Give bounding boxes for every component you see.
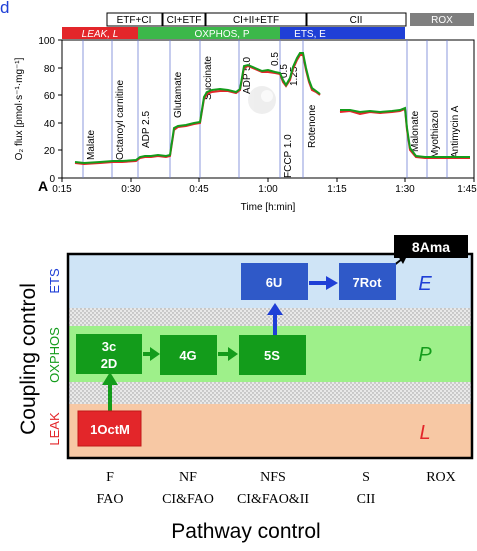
y-tick-label: 0 xyxy=(49,174,55,185)
state-bar-ets xyxy=(280,27,405,39)
arrow-head-right-green xyxy=(228,347,238,361)
substrate-box-ci-etf xyxy=(162,12,206,27)
y-tick-label: 80 xyxy=(44,64,56,75)
arrow-head-up-blue xyxy=(267,303,283,315)
y-tick-label: 60 xyxy=(44,91,56,102)
y-tick-label: 100 xyxy=(38,36,55,47)
node-label-5s: 5S xyxy=(264,348,280,363)
pathway-labels: F NF NFS S ROX FAO CI&FAO CI&FAO&II CII xyxy=(97,470,456,507)
node-label-1octm: 1OctM xyxy=(90,422,130,437)
node-3c-2d: 3c 2D xyxy=(76,334,142,374)
state-label-leak: LEAK, L xyxy=(82,29,119,40)
event-label: Malate xyxy=(86,130,97,160)
state-row: LEAK, L OXPHOS, P ETS, E xyxy=(62,27,405,40)
event-lines xyxy=(82,40,448,178)
event-label: 0.5 xyxy=(270,52,281,66)
substrate-box-etf-ci xyxy=(106,12,163,27)
x-axis-label: Time [h:min] xyxy=(241,202,296,213)
event-label: Succinate xyxy=(203,56,214,100)
node-label-7rot: 7Rot xyxy=(353,275,383,290)
band-symbol-p: P xyxy=(418,344,432,366)
x-tick-label: 1:00 xyxy=(258,184,278,195)
band-dotted-1 xyxy=(68,308,472,326)
x-tick-label: 0:30 xyxy=(121,184,141,195)
pathway-top-rox: ROX xyxy=(426,470,456,485)
substrate-label-ci-ii-etf: CI+II+ETF xyxy=(233,15,279,26)
event-label: 0.5 xyxy=(279,64,290,78)
node-8ama: 8Ama xyxy=(394,235,468,258)
panel-letter-A: A xyxy=(38,178,48,194)
trace-green xyxy=(74,52,321,165)
state-bar-oxphos xyxy=(138,27,280,39)
node-label-4g: 4G xyxy=(179,348,196,363)
arrow-head-right-green xyxy=(150,347,160,361)
coupling-control-label: Coupling control xyxy=(17,283,40,435)
pathway-bottom-ci-fao: CI&FAO xyxy=(162,492,214,507)
node-6u: 6U xyxy=(241,263,308,300)
node-label-2d: 2D xyxy=(101,356,118,371)
event-label: ADP 2.5 xyxy=(141,111,152,148)
panel-letter-d: d xyxy=(0,0,9,17)
substrate-label-etf-ci: ETF+CI xyxy=(117,15,152,26)
band-symbol-e: E xyxy=(418,273,432,295)
x-tick-label: 0:45 xyxy=(189,184,209,195)
substrate-label-ci-etf: CI+ETF xyxy=(167,15,202,26)
substrate-box-ci-ii-etf xyxy=(205,12,307,27)
event-label: FCCP 1.0 xyxy=(283,134,294,178)
y-tick-label: 40 xyxy=(44,119,56,130)
substrate-label-cii: CII xyxy=(350,15,363,26)
event-label: Glutamate xyxy=(173,71,184,118)
node-label-6u: 6U xyxy=(266,275,283,290)
event-label: Myothiazol xyxy=(430,110,441,158)
substrate-box-cii xyxy=(306,12,407,27)
event-label: Malonate xyxy=(410,110,421,152)
event-label: ADP 5.0 xyxy=(242,57,253,94)
pathway-bottom-fao: FAO xyxy=(97,492,124,507)
state-label-oxphos: OXPHOS, P xyxy=(194,29,249,40)
event-label: Octanoyl carnitine xyxy=(115,80,126,160)
trace-green-late xyxy=(340,106,470,158)
arrow-head-up-green xyxy=(102,372,118,385)
band-label-oxphos: OXPHOS xyxy=(47,327,62,383)
band-dotted-2 xyxy=(68,382,472,404)
band-label-leak: LEAK xyxy=(47,412,62,446)
node-label-3c: 3c xyxy=(102,339,116,354)
band-label-ets: ETS xyxy=(47,268,62,294)
node-4g: 4G xyxy=(160,335,217,375)
x-tick-label: 1:15 xyxy=(327,184,347,195)
node-7rot: 7Rot xyxy=(339,263,396,300)
node-5s: 5S xyxy=(239,335,306,375)
substrate-label-rox: ROX xyxy=(431,15,453,26)
event-labels: Malate Octanoyl carnitine ADP 2.5 Glutam… xyxy=(86,52,461,178)
pathway-control-label: Pathway control xyxy=(171,520,320,543)
y-tick-label: 20 xyxy=(44,146,56,157)
watermark-logo xyxy=(248,86,276,114)
band-symbol-l: L xyxy=(419,422,430,444)
pathway-top-nf: NF xyxy=(179,470,197,485)
y-axis-label: O₂ flux [pmol·s⁻¹·mg⁻¹] xyxy=(14,57,25,160)
y-axis: 0 20 40 60 80 100 O₂ flux [pmol·s⁻¹·mg⁻¹… xyxy=(14,36,62,185)
pathway-top-f: F xyxy=(106,470,114,485)
substrate-box-rox xyxy=(410,13,474,26)
pathway-top-s: S xyxy=(362,470,370,485)
state-label-ets: ETS, E xyxy=(294,29,326,40)
substrate-row: ETF+CI CI+ETF CI+II+ETF CII ROX xyxy=(106,12,474,27)
arrow-head-right-blue xyxy=(326,276,338,290)
event-label: Antimycin A xyxy=(450,105,461,158)
event-label: Rotenone xyxy=(307,104,318,148)
diagram-frame xyxy=(66,252,474,460)
x-tick-label: 0:15 xyxy=(52,184,72,195)
x-axis: 0:15 0:30 0:45 1:00 1:15 1:30 1:45 Time … xyxy=(52,178,477,213)
pathway-top-nfs: NFS xyxy=(260,470,286,485)
pathway-bottom-cii: CII xyxy=(357,492,376,507)
node-label-8ama: 8Ama xyxy=(412,239,450,255)
state-bar-leak xyxy=(62,27,138,39)
pathway-bottom-ci-fao-ii: CI&FAO&II xyxy=(237,492,309,507)
x-tick-label: 1:45 xyxy=(457,184,477,195)
event-label: 1.25 xyxy=(289,66,300,86)
node-1octm: 1OctM xyxy=(77,410,142,447)
x-tick-label: 1:30 xyxy=(395,184,415,195)
